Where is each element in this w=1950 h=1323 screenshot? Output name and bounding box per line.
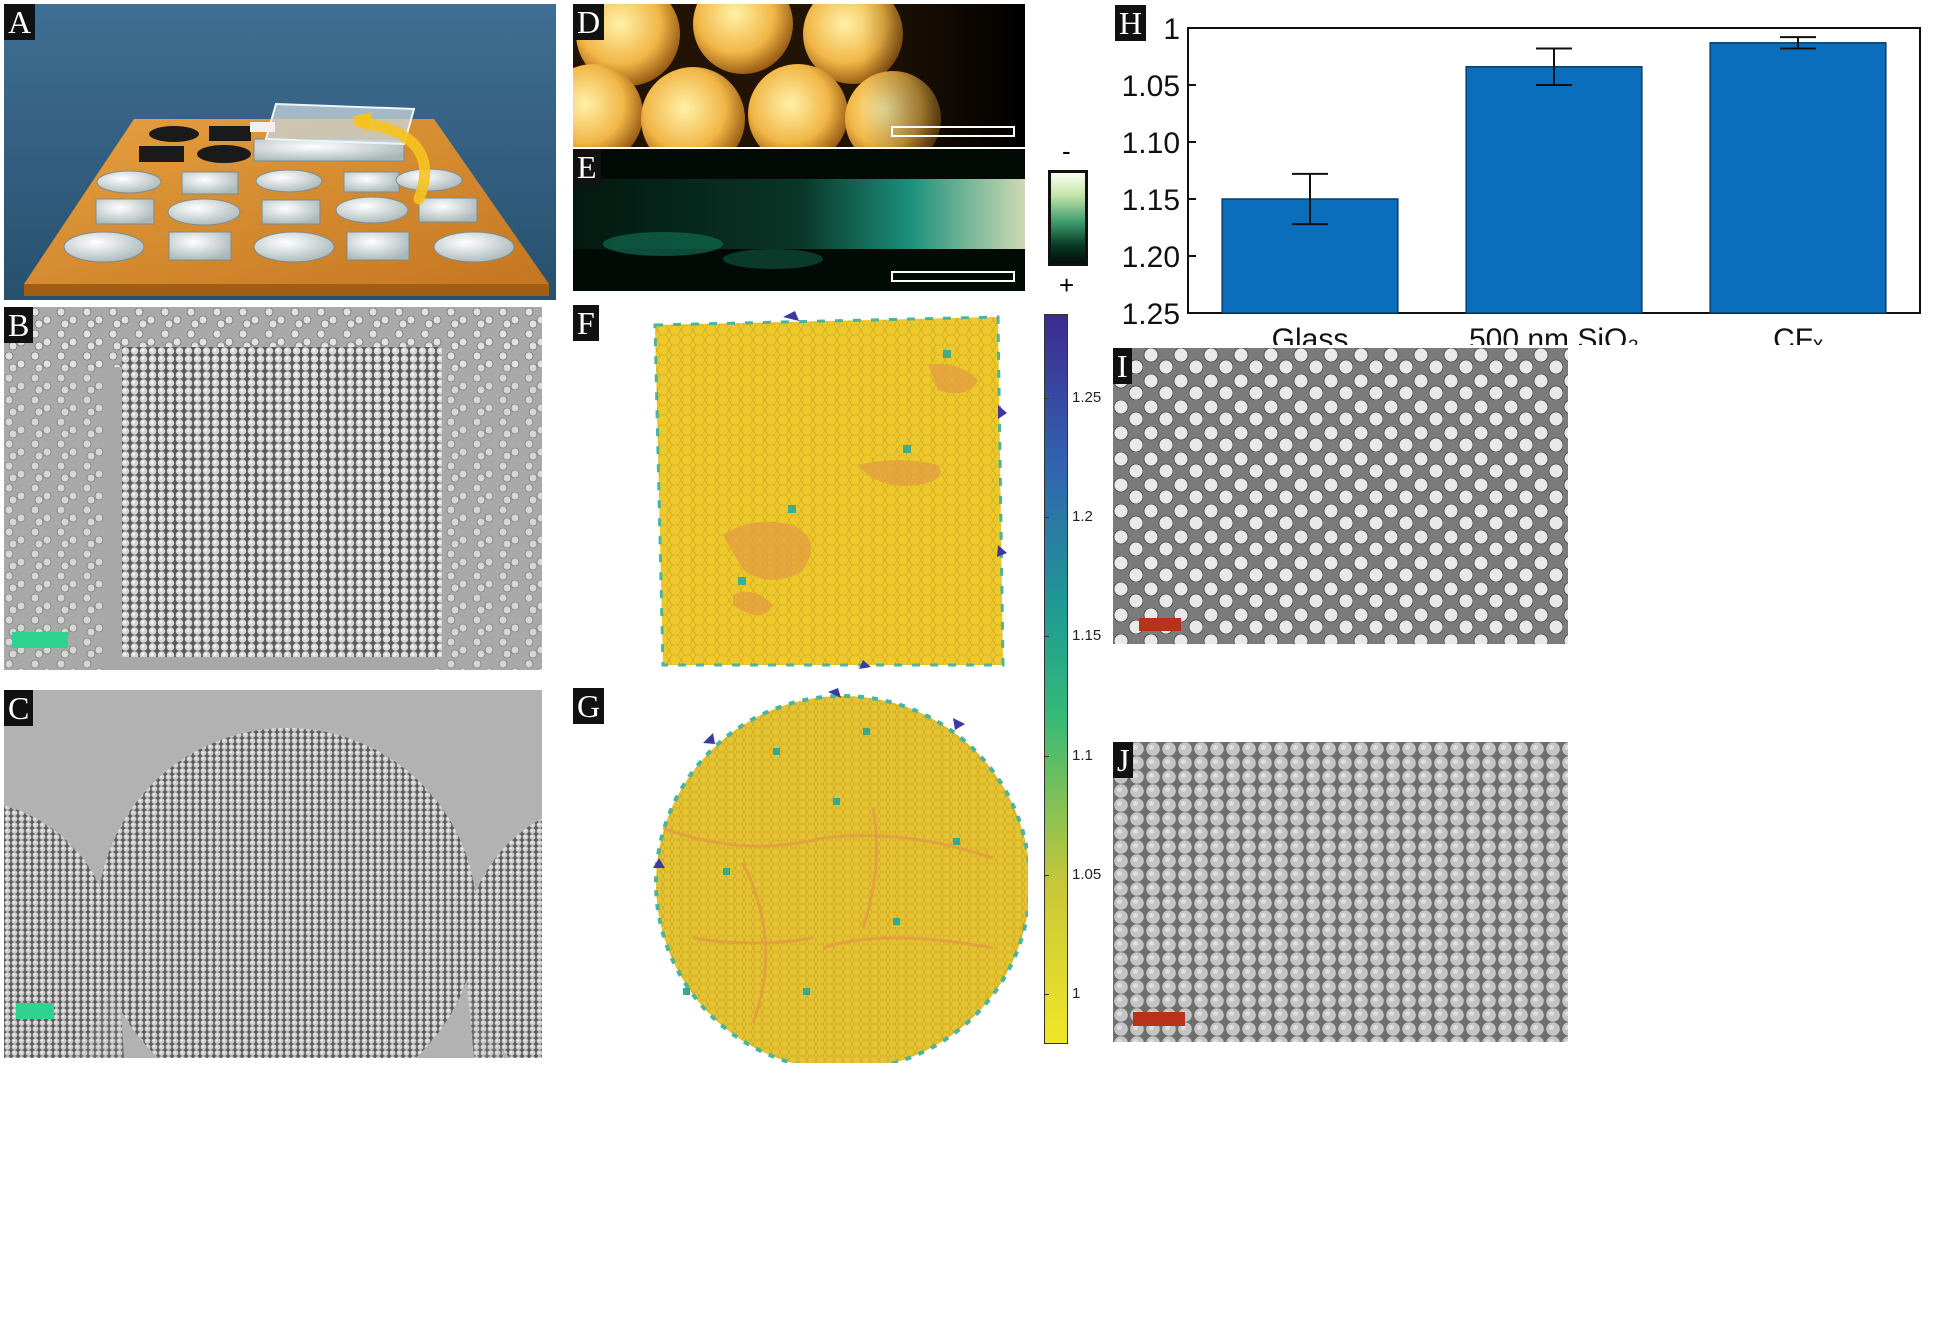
panel-a: A <box>4 4 556 300</box>
panel-g: G <box>573 688 1028 1063</box>
panel-label-d: D <box>573 4 605 40</box>
sem-sparse-image <box>1113 348 1568 644</box>
colorbar-tick-label: 1.15 <box>1072 627 1102 645</box>
asphericity-colorbar: 1.25 1.2 1.15 1.1 1.05 1 <box>1040 312 1120 1047</box>
voronoi-square-map <box>653 311 1007 669</box>
force-colorbar-gradient <box>1048 170 1088 266</box>
panel-label-b: B <box>4 307 34 343</box>
colorbar-tick-label: 1.25 <box>1072 388 1102 406</box>
scale-bar-j <box>1133 1012 1185 1026</box>
force-colorbar: - + <box>1040 142 1098 300</box>
colorbar-tick <box>1044 994 1049 996</box>
panel-h: 1 1.05 1.10 1.15 1.20 1.25 Glass 500 nm SiO₂ CFₓ… <box>1100 0 1950 345</box>
category-label: Glass <box>1272 323 1349 345</box>
colorbar-tick-label: 1.05 <box>1072 865 1102 883</box>
asphericity-bar-chart: 1 1.05 1.10 1.15 1.20 1.25 Glass 500 nm SiO₂ CFₓ <box>1122 13 1921 345</box>
sem-square-image <box>4 307 542 670</box>
afm-topography-image <box>573 4 1025 147</box>
panel-label-i: I <box>1113 348 1132 384</box>
scale-bar-c <box>16 1003 54 1019</box>
colorbar-tick-label: 1 <box>1072 985 1081 1003</box>
substrate-render <box>4 4 556 300</box>
category-label: 500 nm SiO₂ <box>1469 323 1639 345</box>
panel-c: C <box>4 690 542 1058</box>
colorbar-tick <box>1044 397 1049 399</box>
panel-i: I <box>1113 348 1568 644</box>
colorbar-tick <box>1044 516 1049 518</box>
y-tick-label: 1.10 <box>1122 127 1180 160</box>
voronoi-circle-map <box>653 688 1028 1063</box>
afm-force-map-image <box>573 149 1025 291</box>
y-tick-label: 1.20 <box>1122 241 1180 274</box>
panel-f: F <box>573 305 1028 685</box>
panel-j: J <box>1113 742 1568 1042</box>
panel-label-h: H <box>1115 5 1147 41</box>
y-tick-label: 1.25 <box>1122 298 1180 331</box>
panel-d: D <box>573 4 1025 147</box>
sem-dense-image <box>1113 742 1568 1042</box>
colorbar-tick <box>1044 636 1049 638</box>
panel-e: E <box>573 149 1025 291</box>
colorbar-tick-label: 1.1 <box>1072 746 1093 764</box>
asphericity-colorbar-gradient <box>1044 314 1068 1044</box>
panel-label-g: G <box>573 688 605 724</box>
scale-bar-e <box>891 271 1015 282</box>
force-colorbar-top-label: - <box>1062 142 1071 166</box>
panel-label-j: J <box>1113 742 1134 778</box>
scale-bar-b <box>12 632 68 648</box>
y-tick-label: 1 <box>1163 13 1180 46</box>
panel-label-c: C <box>4 690 34 726</box>
colorbar-tick-label: 1.2 <box>1072 507 1093 525</box>
bar <box>1709 42 1887 314</box>
panel-label-a: A <box>4 4 36 40</box>
scale-bar-d <box>891 126 1015 137</box>
colorbar-tick <box>1044 755 1049 757</box>
scale-bar-i <box>1139 618 1181 631</box>
category-label: CFₓ <box>1773 323 1823 345</box>
panel-label-f: F <box>573 305 599 341</box>
y-tick-label: 1.15 <box>1122 184 1180 217</box>
y-tick-label: 1.05 <box>1122 70 1180 103</box>
sem-circle-image <box>4 690 542 1058</box>
panel-b: B <box>4 307 542 670</box>
force-colorbar-bottom-label: + <box>1059 270 1075 300</box>
colorbar-tick <box>1044 874 1049 876</box>
panel-label-e: E <box>573 149 601 185</box>
bar <box>1465 66 1643 314</box>
